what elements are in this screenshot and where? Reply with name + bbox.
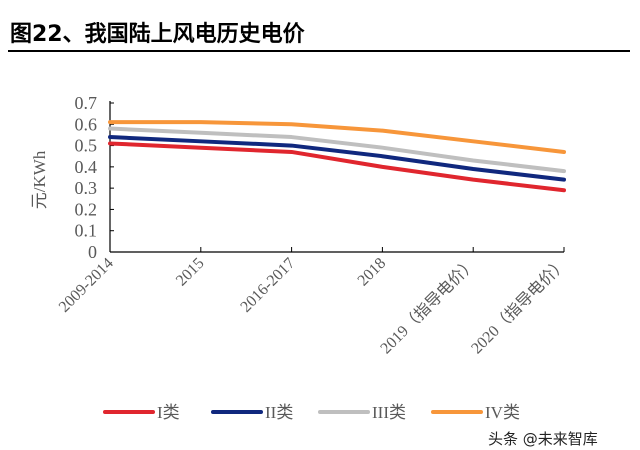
series-line-3 [108,126,566,174]
legend-label: I类 [157,403,180,422]
y-tick-label: 0.7 [75,93,98,113]
x-tick-label: 2015 [173,255,208,290]
y-tick-label: 0.3 [75,178,98,198]
series-line-4 [108,120,566,154]
series-line-2 [108,135,566,182]
chart-title: 图22、我国陆上风电历史电价 [10,22,305,47]
x-tick-label: 2018 [355,255,390,290]
x-tick-label: 2016-2017 [237,255,298,316]
watermark: 头条 @未来智库 [488,430,598,448]
x-tick-label: 2020（指导电价） [468,254,571,357]
legend-label: IV类 [485,403,520,422]
legend-label: III类 [372,403,406,422]
y-tick-label: 0.4 [75,157,98,177]
x-tick-label: 2009-2014 [56,255,117,316]
y-tick-label: 0 [88,242,97,262]
x-tick-label: 2019（指导电价） [377,254,480,357]
y-tick-label: 0.1 [75,221,98,241]
series-line-1 [108,141,566,193]
title-divider [8,50,630,52]
y-tick-label: 0.2 [75,199,98,219]
legend-label: II类 [265,403,293,422]
y-tick-label: 0.5 [75,136,98,156]
y-tick-label: 0.6 [75,114,98,134]
y-axis-label: 元/KWh [30,150,49,209]
